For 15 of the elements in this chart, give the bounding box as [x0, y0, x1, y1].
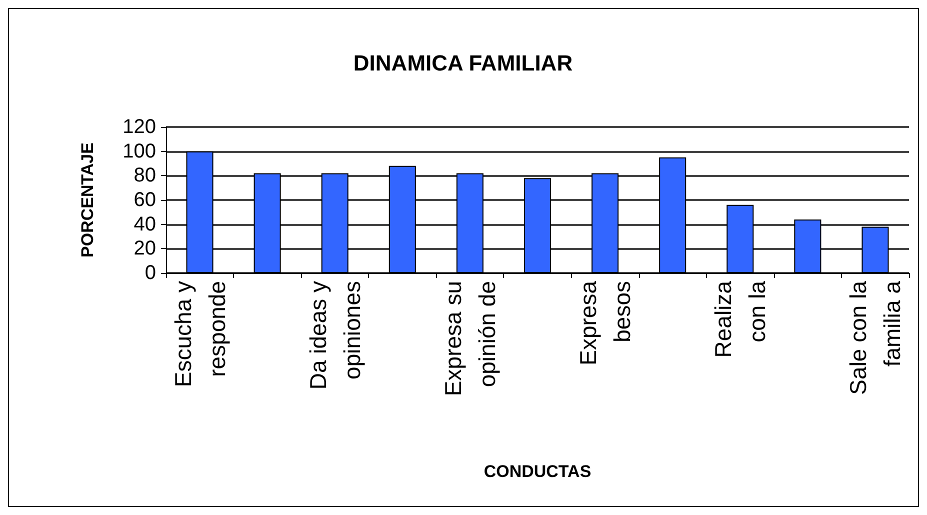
y-tick-label: 40: [134, 213, 156, 236]
y-tick-label: 120: [122, 116, 156, 138]
chart-title: DINAMICA FAMILIAR: [353, 50, 573, 76]
y-tick-label: 20: [134, 238, 156, 260]
y-axis-title: PORCENTAJE: [78, 142, 97, 258]
x-tick-label: Sale con la familia a: [845, 280, 906, 395]
y-tick-label: 100: [122, 140, 156, 162]
x-tick-label: Da ideas y opiniones: [304, 280, 365, 390]
y-tick-label: 0: [144, 262, 156, 284]
x-tick-label: Escucha y responde: [170, 280, 230, 388]
y-tick-label: 60: [134, 189, 156, 211]
x-tick-label: Expresa besos: [575, 280, 636, 366]
x-tick-label: Realiza con la: [710, 280, 770, 358]
x-axis-title: CONDUCTAS: [484, 462, 592, 481]
y-tick-label: 80: [134, 164, 156, 187]
